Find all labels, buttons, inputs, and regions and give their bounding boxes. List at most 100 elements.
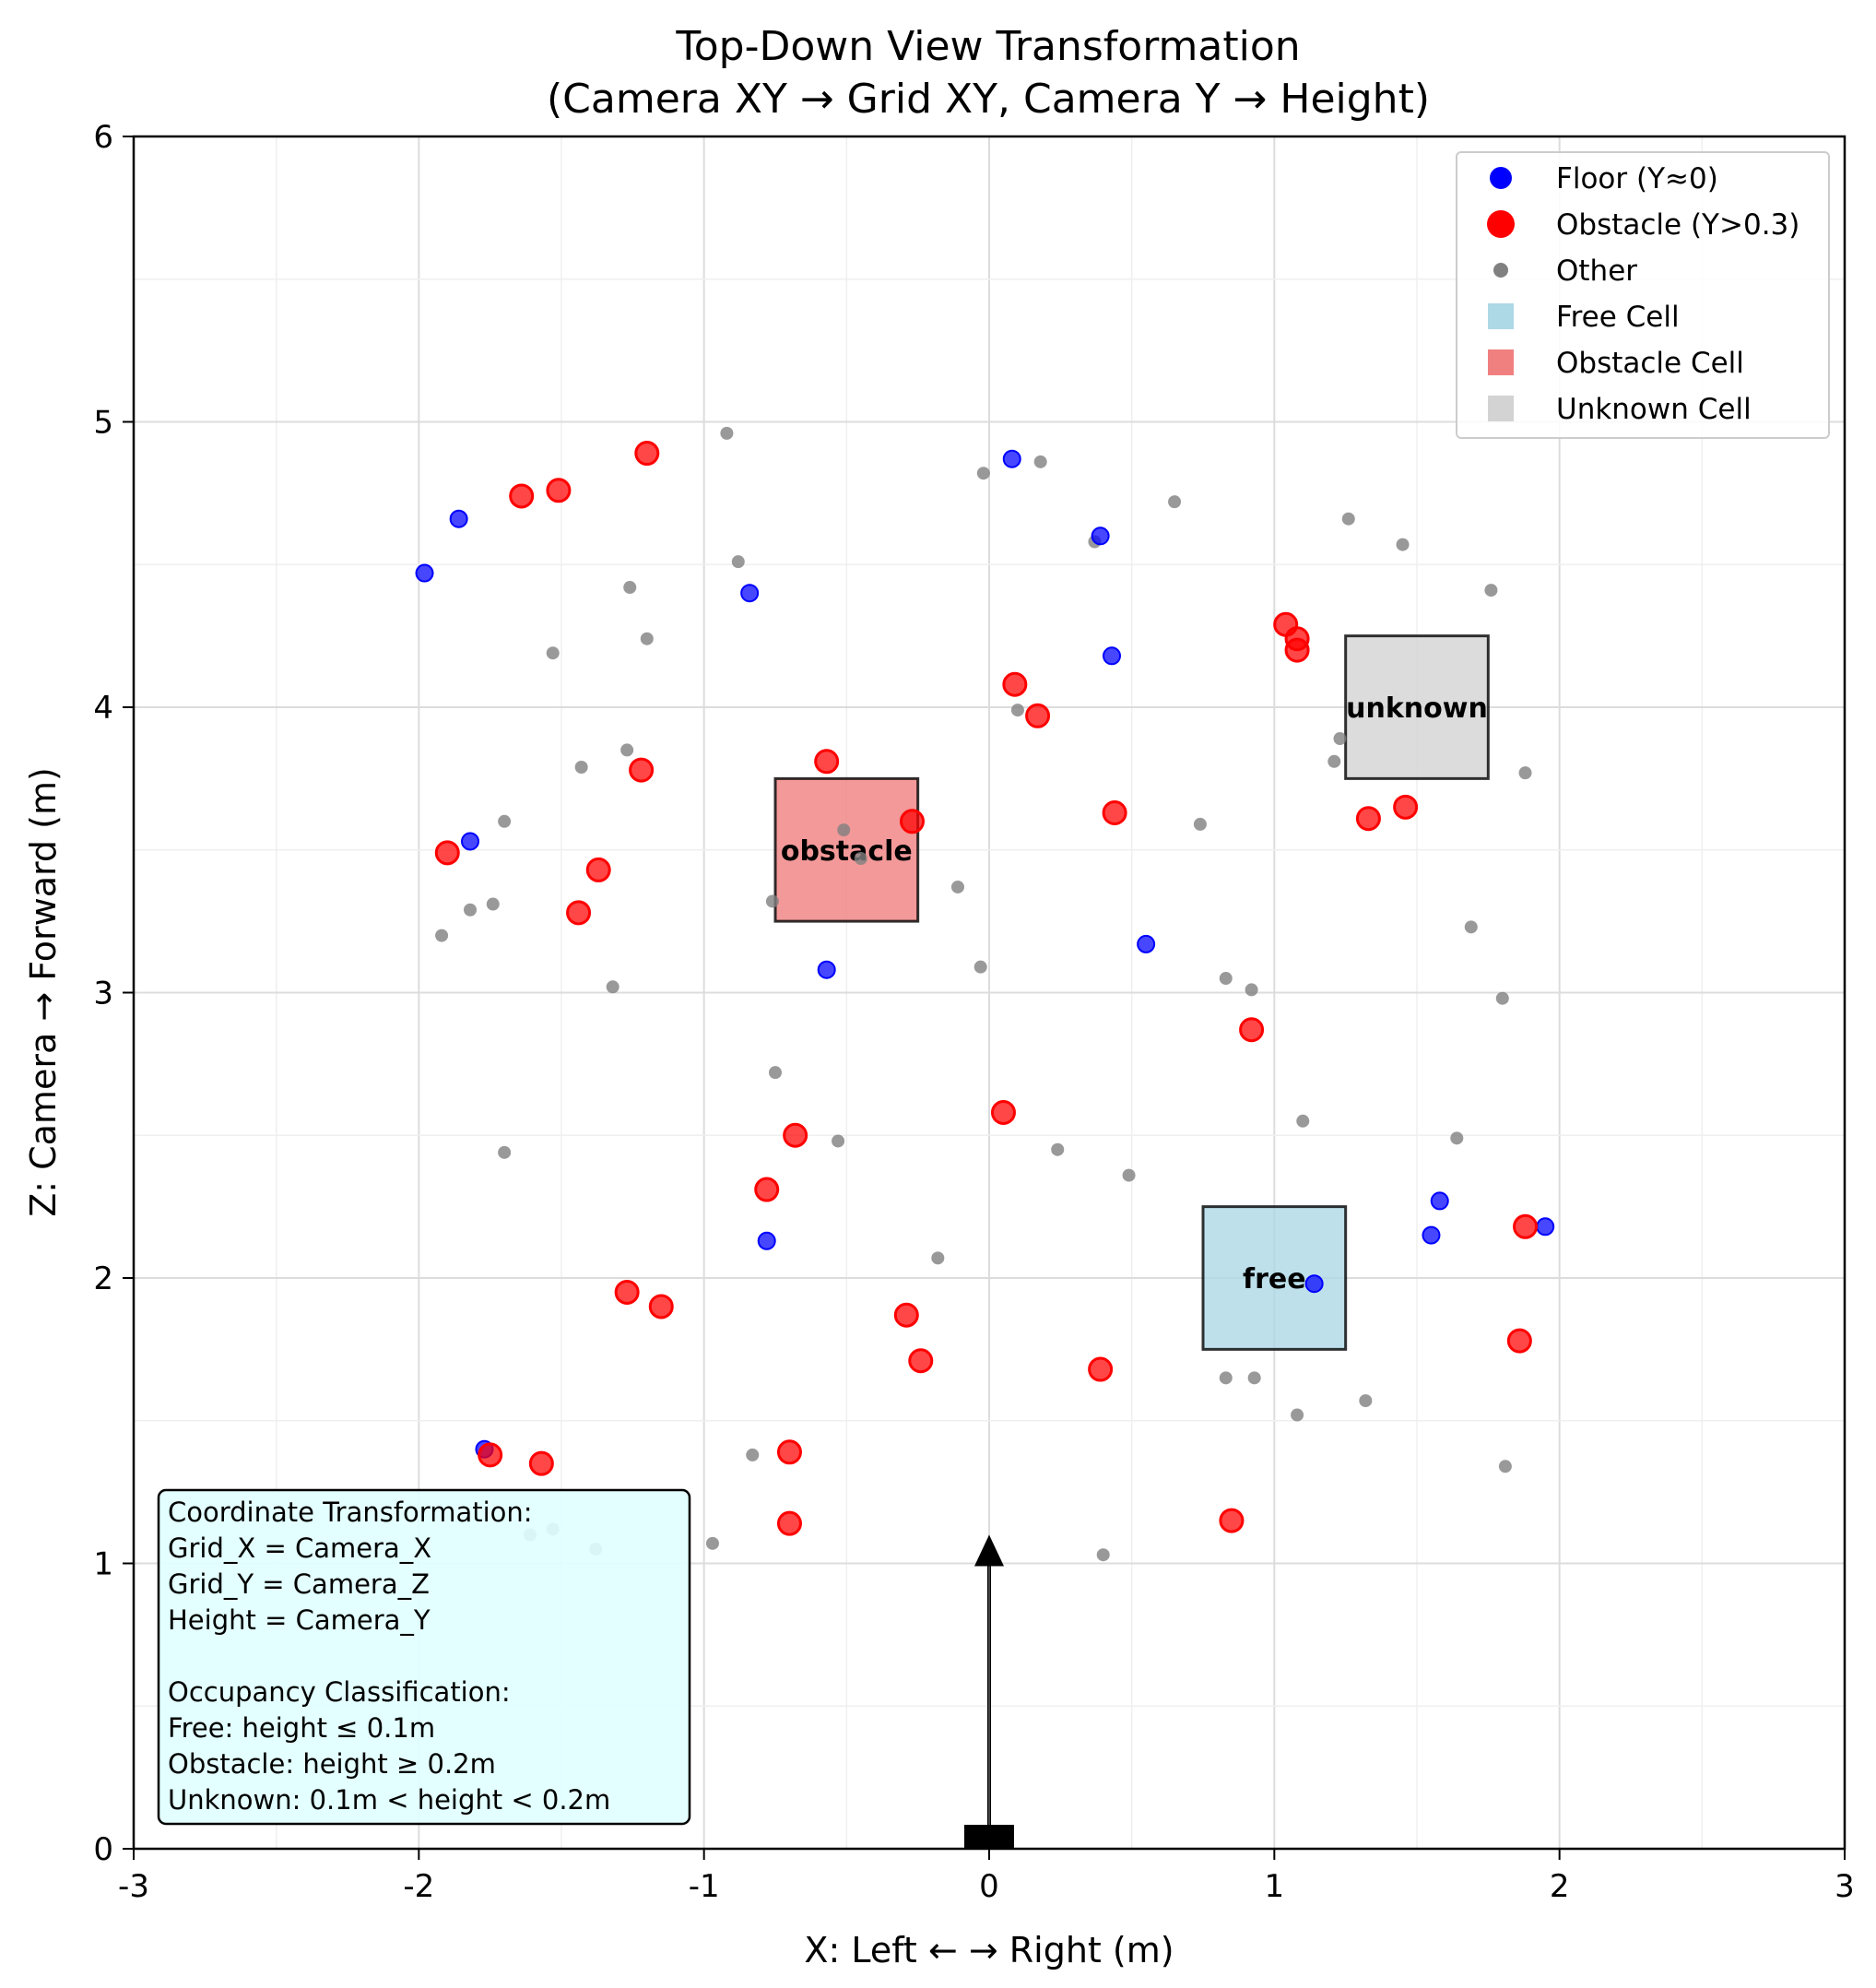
obstacle-point	[783, 1122, 808, 1148]
other-point	[1296, 1114, 1310, 1128]
obstacle-point	[1355, 806, 1381, 832]
other-point	[623, 581, 637, 595]
obstacle-point	[899, 809, 925, 834]
y-tick-label: 1	[93, 1546, 113, 1583]
legend-label-other: Other	[1556, 254, 1637, 288]
floor-point	[1002, 449, 1021, 468]
other-point	[1359, 1394, 1373, 1408]
floor-point	[449, 509, 468, 528]
other-point	[765, 894, 779, 908]
points-layer	[415, 426, 1555, 1562]
other-point	[1291, 1408, 1304, 1422]
other-point	[1245, 983, 1258, 997]
x-tick-label: 3	[1835, 1868, 1855, 1905]
other-point	[1396, 538, 1410, 551]
obstacle-point	[434, 840, 460, 866]
legend-swatch-unknown-cell	[1488, 396, 1514, 421]
legend-swatch-other	[1493, 263, 1508, 278]
obstacle-point	[1088, 1356, 1114, 1382]
other-point	[1122, 1168, 1136, 1182]
annotation-box: Coordinate Transformation: Grid_X = Came…	[157, 1488, 691, 1826]
other-point	[1464, 920, 1478, 934]
legend-label-unknown-cell: Unknown Cell	[1556, 393, 1752, 426]
legend-box: Floor (Y≈0) Obstacle (Y>0.3) Other Free …	[1456, 151, 1830, 439]
annotation-line: Obstacle: height ≥ 0.2m	[168, 1748, 496, 1780]
annotation-line: Grid_X = Camera_X	[168, 1532, 431, 1564]
floor-point	[740, 584, 760, 603]
grid-cell-label-free: free	[1243, 1263, 1306, 1296]
obstacle-point	[634, 441, 660, 467]
legend-label-obstacle-cell: Obstacle Cell	[1556, 347, 1744, 380]
annotation-line: Coordinate Transformation:	[168, 1497, 533, 1528]
other-point	[606, 980, 619, 994]
obstacle-point	[509, 483, 535, 509]
y-tick-label: 4	[93, 690, 113, 727]
obstacle-point	[528, 1450, 554, 1476]
grid-cell-unknown	[1344, 634, 1490, 780]
y-axis-label: Z: Camera → Forward (m)	[23, 767, 64, 1217]
obstacle-point	[908, 1348, 934, 1374]
annotation-frame	[157, 1488, 691, 1826]
annotation-line: Grid_Y = Camera_Z	[168, 1568, 430, 1600]
other-point	[1327, 754, 1341, 768]
other-point	[931, 1251, 945, 1265]
other-point	[1247, 1371, 1261, 1385]
legend-swatch-obstacle	[1487, 210, 1515, 238]
obstacle-point	[754, 1177, 780, 1202]
legend-frame	[1456, 151, 1830, 439]
other-point	[574, 760, 588, 774]
other-point	[1450, 1131, 1464, 1145]
camera-marker	[964, 1825, 1014, 1849]
obstacle-point	[1102, 800, 1127, 826]
other-point	[854, 852, 867, 866]
other-point	[973, 960, 987, 974]
obstacle-point	[1284, 637, 1310, 663]
other-point	[1010, 704, 1024, 717]
grid-cell-label-obstacle: obstacle	[781, 835, 913, 868]
legend-label-obstacle: Obstacle (Y>0.3)	[1556, 208, 1799, 242]
other-point	[705, 1536, 719, 1550]
y-tick-label: 6	[93, 119, 113, 156]
legend-label-free-cell: Free Cell	[1556, 301, 1680, 334]
floor-point	[1422, 1225, 1441, 1245]
floor-point	[757, 1231, 776, 1250]
x-tick-label: 0	[979, 1868, 999, 1905]
camera-heading-arrow-head	[974, 1534, 1004, 1567]
obstacle-point	[1025, 703, 1051, 728]
floor-point	[1536, 1217, 1555, 1237]
y-tick-label: 2	[93, 1260, 113, 1297]
cells-layer: obstacle unknown free	[773, 634, 1490, 1351]
other-point	[1333, 732, 1347, 746]
other-point	[1219, 972, 1233, 986]
obstacle-point	[614, 1279, 640, 1305]
other-point	[1495, 991, 1509, 1005]
other-point	[832, 1134, 845, 1148]
grid-cell-label-unknown: unknown	[1346, 692, 1488, 725]
other-point	[464, 903, 478, 917]
other-point	[1498, 1460, 1512, 1473]
other-point	[1219, 1371, 1233, 1385]
floor-point	[1091, 527, 1110, 546]
other-point	[837, 823, 851, 837]
camera-layer	[964, 1534, 1014, 1849]
x-tick-label: 1	[1265, 1868, 1285, 1905]
other-point	[640, 632, 654, 645]
y-tick-label: 5	[93, 405, 113, 442]
floor-point	[415, 563, 434, 583]
obstacle-point	[478, 1442, 503, 1468]
annotation-line: Free: height ≤ 0.1m	[168, 1712, 435, 1744]
y-tick-label: 0	[93, 1831, 113, 1868]
annotation-line: Occupancy Classification:	[168, 1676, 511, 1708]
annotation-line: Height = Camera_Y	[168, 1604, 431, 1636]
obstacle-point	[566, 900, 592, 926]
other-point	[1033, 455, 1047, 468]
other-point	[769, 1066, 782, 1080]
x-axis-label: X: Left ← → Right (m)	[804, 1930, 1174, 1970]
chart-title-line-1: Top-Down View Transformation	[675, 23, 1300, 70]
legend-label-floor: Floor (Y≈0)	[1556, 162, 1718, 195]
grid-cell-obstacle	[773, 776, 920, 923]
obstacle-point	[546, 478, 572, 503]
obstacle-point	[990, 1099, 1016, 1125]
floor-point	[1137, 934, 1156, 953]
